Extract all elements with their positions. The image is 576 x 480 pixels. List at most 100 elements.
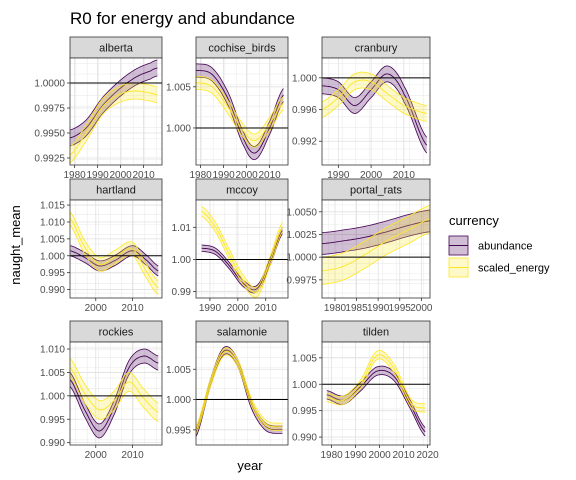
ribbon-abundance	[70, 60, 158, 146]
y-tick-label: 1.005	[40, 368, 65, 379]
y-tick-label: 0.995	[166, 425, 191, 436]
x-tick-label: 2020	[416, 450, 439, 461]
y-tick-label: 1.000	[292, 73, 317, 84]
mean-line-scaled_energy	[322, 79, 427, 114]
lower-bound-scaled_energy	[322, 232, 430, 285]
panel-background	[322, 200, 430, 298]
strip-label: tilden	[363, 327, 389, 339]
ribbon-scaled_energy	[322, 205, 430, 285]
mean-line-scaled_energy	[70, 90, 158, 156]
y-tick-label: 0.990	[40, 438, 65, 449]
plot-area	[322, 342, 430, 445]
x-tick-label: 2000	[410, 303, 433, 314]
mean-line-scaled_energy	[196, 350, 283, 431]
y-tick-label: 1.005	[292, 353, 317, 364]
x-tick-label: 2000	[227, 303, 250, 314]
y-tick-label: 1.0050	[286, 207, 317, 218]
lower-bound-abundance	[70, 362, 159, 439]
plot-area	[70, 342, 162, 445]
ribbon-scaled_energy	[70, 358, 159, 422]
y-tick-label: 1.000	[292, 380, 317, 391]
x-tick-label: 1990	[86, 170, 109, 181]
y-tick-label: 0.990	[40, 285, 65, 296]
panel-border	[321, 57, 431, 166]
y-tick-label: 1.005	[166, 365, 191, 376]
x-tick-label: 1980	[320, 450, 343, 461]
panel-border	[321, 341, 431, 446]
chart-title: R0 for energy and abundance	[70, 9, 295, 28]
panel-border	[195, 199, 289, 299]
y-tick-label: 1.010	[40, 217, 65, 228]
strip-label: cranbury	[355, 43, 398, 55]
legend-title: currency	[449, 213, 499, 228]
plot-area	[196, 58, 288, 165]
x-tick-label: 1990	[367, 303, 390, 314]
x-tick-label: 1990	[344, 450, 367, 461]
ribbon-abundance	[196, 346, 283, 437]
panel-border	[195, 57, 289, 166]
legend-label: abundance	[478, 241, 532, 253]
panel-border	[69, 57, 163, 166]
ribbon-scaled_energy	[322, 72, 427, 122]
panel-salamonie: salamonie 0.995 1.000 1.005	[166, 320, 289, 446]
x-tick-label: 2010	[255, 303, 278, 314]
mean-line-abundance	[70, 67, 158, 139]
y-tick-label: 1.005	[166, 82, 191, 93]
legend-key-scaled_energy: scaled_energy	[448, 257, 550, 278]
ribbon-scaled_energy	[196, 347, 283, 434]
upper-bound-scaled_energy	[196, 347, 283, 427]
x-tick-label: 1980	[324, 303, 347, 314]
lower-bound-scaled_energy	[326, 358, 426, 413]
upper-bound-scaled_energy	[322, 205, 430, 258]
panel-background	[70, 58, 162, 165]
plot-area	[322, 200, 430, 298]
panel-hartland: hartland 0.990 0.995 1.000 1.005 1.010 1.015 20…	[40, 178, 163, 314]
x-tick-label: 2000	[109, 170, 132, 181]
x-tick-label: 2000	[85, 450, 108, 461]
legend-label: scaled_energy	[478, 263, 550, 275]
mean-line-scaled_energy	[196, 82, 284, 142]
mean-line-scaled_energy	[70, 218, 159, 289]
ribbon-scaled_energy	[326, 350, 426, 413]
x-tick-label: 2000	[235, 170, 258, 181]
x-tick-label: 2010	[121, 450, 144, 461]
y-tick-label: 0.9950	[34, 129, 65, 140]
y-axis-title: naught_mean	[8, 205, 23, 285]
y-tick-label: 0.995	[292, 406, 317, 417]
y-tick-label: 0.992	[292, 137, 317, 148]
panel-cranbury: cranbury 0.992 0.996 1.000 1990 2000 2010	[292, 36, 431, 181]
ribbon-abundance	[326, 366, 426, 436]
panel-cochise_birds: cochise_birds 1.000 1.005 1980 1990 2000 2010	[166, 36, 289, 181]
ribbon-abundance	[322, 210, 430, 255]
panel-background	[322, 342, 430, 445]
x-tick-label: 1990	[212, 170, 235, 181]
y-tick-label: 0.996	[292, 105, 317, 116]
panel-border	[321, 199, 431, 299]
mean-line-abundance	[70, 355, 159, 432]
upper-bound-abundance	[196, 63, 284, 147]
ribbon-abundance	[201, 227, 283, 293]
y-tick-label: 1.000	[40, 251, 65, 262]
lower-bound-scaled_energy	[196, 88, 284, 148]
x-tick-label: 2010	[121, 303, 144, 314]
panel-mccoy: mccoy 0.99 1.00 1.01 1990 2000 2010	[172, 178, 289, 314]
y-tick-label: 0.9925	[34, 154, 65, 165]
y-tick-label: 1.000	[166, 395, 191, 406]
panel-border	[69, 341, 163, 446]
upper-bound-abundance	[70, 59, 158, 131]
x-tick-label: 1980	[63, 170, 86, 181]
y-tick-label: 1.0000	[286, 253, 317, 264]
mean-line-scaled_energy	[201, 210, 283, 293]
lower-bound-abundance	[322, 231, 430, 255]
strip-label: hartland	[96, 185, 136, 197]
x-tick-label: 2000	[368, 450, 391, 461]
plot-area	[196, 200, 288, 298]
ribbon-scaled_energy	[70, 211, 159, 295]
strip-label: portal_rats	[350, 185, 402, 197]
strip-label: salamonie	[217, 327, 267, 339]
mean-line-scaled_energy	[322, 218, 430, 272]
